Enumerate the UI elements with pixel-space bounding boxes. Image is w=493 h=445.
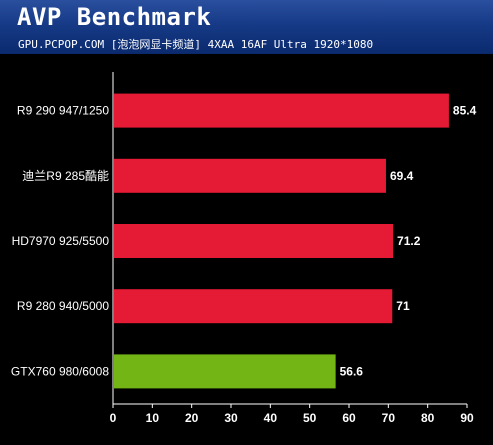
- bar-4: [114, 354, 336, 389]
- category-label-0: R9 290 947/1250: [17, 104, 109, 118]
- category-label-2: HD7970 925/5500: [12, 234, 110, 248]
- x-tick-label-7: 70: [382, 411, 396, 425]
- x-tick-label-6: 60: [342, 411, 356, 425]
- bar-1: [114, 158, 386, 193]
- x-tick-label-4: 40: [264, 411, 278, 425]
- value-label-2: 71.2: [397, 234, 421, 248]
- x-tick-label-2: 20: [185, 411, 199, 425]
- value-label-4: 56.6: [340, 364, 364, 378]
- x-tick-label-5: 50: [303, 411, 317, 425]
- chart-title: AVP Benchmark: [17, 3, 212, 31]
- category-label-3: R9 280 940/5000: [17, 299, 109, 313]
- chart-subtitle: GPU.PCPOP.COM [泡泡网显卡频道] 4XAA 16AF Ultra …: [18, 38, 374, 51]
- x-tick-label-3: 30: [224, 411, 238, 425]
- x-tick-label-1: 10: [146, 411, 160, 425]
- category-label-4: GTX760 980/6008: [11, 364, 109, 378]
- chart-header: AVP Benchmark GPU.PCPOP.COM [泡泡网显卡频道] 4X…: [0, 0, 493, 54]
- value-label-3: 71: [396, 299, 410, 313]
- category-label-1: 迪兰R9 285酷能: [22, 169, 109, 183]
- bar-3: [114, 289, 393, 324]
- bar-2: [114, 224, 394, 258]
- bar-0: [114, 93, 449, 128]
- value-label-0: 85.4: [453, 104, 477, 118]
- x-tick-label-9: 90: [460, 411, 474, 425]
- x-tick-label-0: 0: [110, 411, 117, 425]
- value-label-1: 69.4: [390, 169, 414, 183]
- x-tick-label-8: 80: [421, 411, 435, 425]
